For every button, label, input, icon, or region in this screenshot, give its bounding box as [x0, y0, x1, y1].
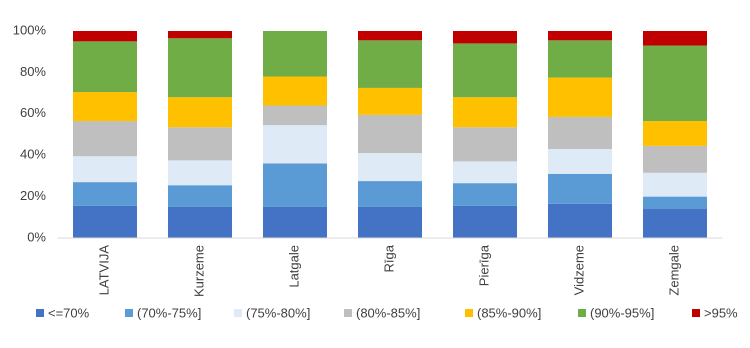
bar-segment	[548, 203, 612, 238]
legend-label: (80%-85%]	[356, 305, 420, 320]
legend-swatch	[125, 309, 133, 317]
x-tick-label: Vidzeme	[571, 245, 586, 295]
bar-segment	[263, 31, 327, 77]
x-tick-label: Zemgale	[666, 245, 681, 296]
bar-segment	[358, 153, 422, 182]
bar-segment	[548, 116, 612, 149]
bar-segment	[73, 92, 137, 122]
legend-swatch	[578, 309, 586, 317]
y-tick-label: 40%	[20, 147, 46, 162]
bar-segment	[643, 172, 707, 197]
bar-segment	[643, 45, 707, 122]
bar-segment	[643, 145, 707, 173]
legend-label: (90%-95%]	[590, 305, 654, 320]
bar-segment	[358, 181, 422, 207]
legend-label: <=70%	[48, 305, 90, 320]
x-tick-label: Rīga	[381, 244, 396, 272]
bar-segment	[643, 31, 707, 46]
legend-label: >95%	[704, 305, 738, 320]
bar-segment	[73, 182, 137, 206]
x-tick-label: LATVIJA	[96, 245, 111, 296]
bar-segment	[168, 31, 232, 39]
bar-segment	[453, 43, 517, 98]
bar-segment	[643, 196, 707, 210]
y-tick-label: 0%	[27, 229, 46, 244]
bar-segment	[263, 125, 327, 164]
legend-label: (75%-80%]	[246, 305, 310, 320]
legend-swatch	[234, 309, 242, 317]
bar-segment	[73, 205, 137, 238]
y-tick-label: 100%	[13, 22, 47, 37]
bar-segment	[548, 148, 612, 174]
bar-segment	[643, 209, 707, 238]
legend-swatch	[36, 309, 44, 317]
bar-segment	[168, 206, 232, 238]
bar-segment	[358, 206, 422, 238]
bar-segment	[168, 160, 232, 186]
bar-segment	[548, 77, 612, 117]
bar-segment	[358, 31, 422, 41]
bar-segment	[73, 156, 137, 183]
bar-segment	[263, 105, 327, 126]
bar-segment	[263, 206, 327, 238]
bar-segment	[73, 31, 137, 42]
bar-segment	[548, 40, 612, 78]
legend-label: (70%-75%]	[137, 305, 201, 320]
legend-swatch	[465, 309, 473, 317]
x-tick-label: Latgale	[286, 245, 301, 288]
y-tick-label: 80%	[20, 64, 46, 79]
x-tick-label: Kurzeme	[191, 245, 206, 297]
bar-segment	[453, 31, 517, 44]
bar-segment	[358, 87, 422, 115]
bar-segment	[168, 38, 232, 98]
bar-segment	[73, 121, 137, 157]
bar-segment	[263, 76, 327, 106]
y-tick-label: 60%	[20, 105, 46, 120]
bar-segment	[548, 31, 612, 41]
legend-label: (85%-90%]	[477, 305, 541, 320]
bar-segment	[453, 127, 517, 162]
bar-segment	[453, 161, 517, 184]
bar-segment	[358, 40, 422, 88]
bar-segment	[453, 97, 517, 128]
bar-segment	[453, 205, 517, 238]
x-tick-label: Pierīga	[476, 244, 491, 286]
bar-segment	[73, 41, 137, 93]
bar-segment	[643, 121, 707, 146]
bar-segment	[263, 163, 327, 207]
bar-segment	[548, 173, 612, 204]
bar-segment	[168, 127, 232, 161]
bar-segment	[453, 183, 517, 206]
bar-segment	[168, 97, 232, 128]
bar-segment	[358, 114, 422, 154]
legend-swatch	[344, 309, 352, 317]
bar-segment	[168, 185, 232, 207]
legend-swatch	[692, 309, 700, 317]
y-tick-label: 20%	[20, 188, 46, 203]
